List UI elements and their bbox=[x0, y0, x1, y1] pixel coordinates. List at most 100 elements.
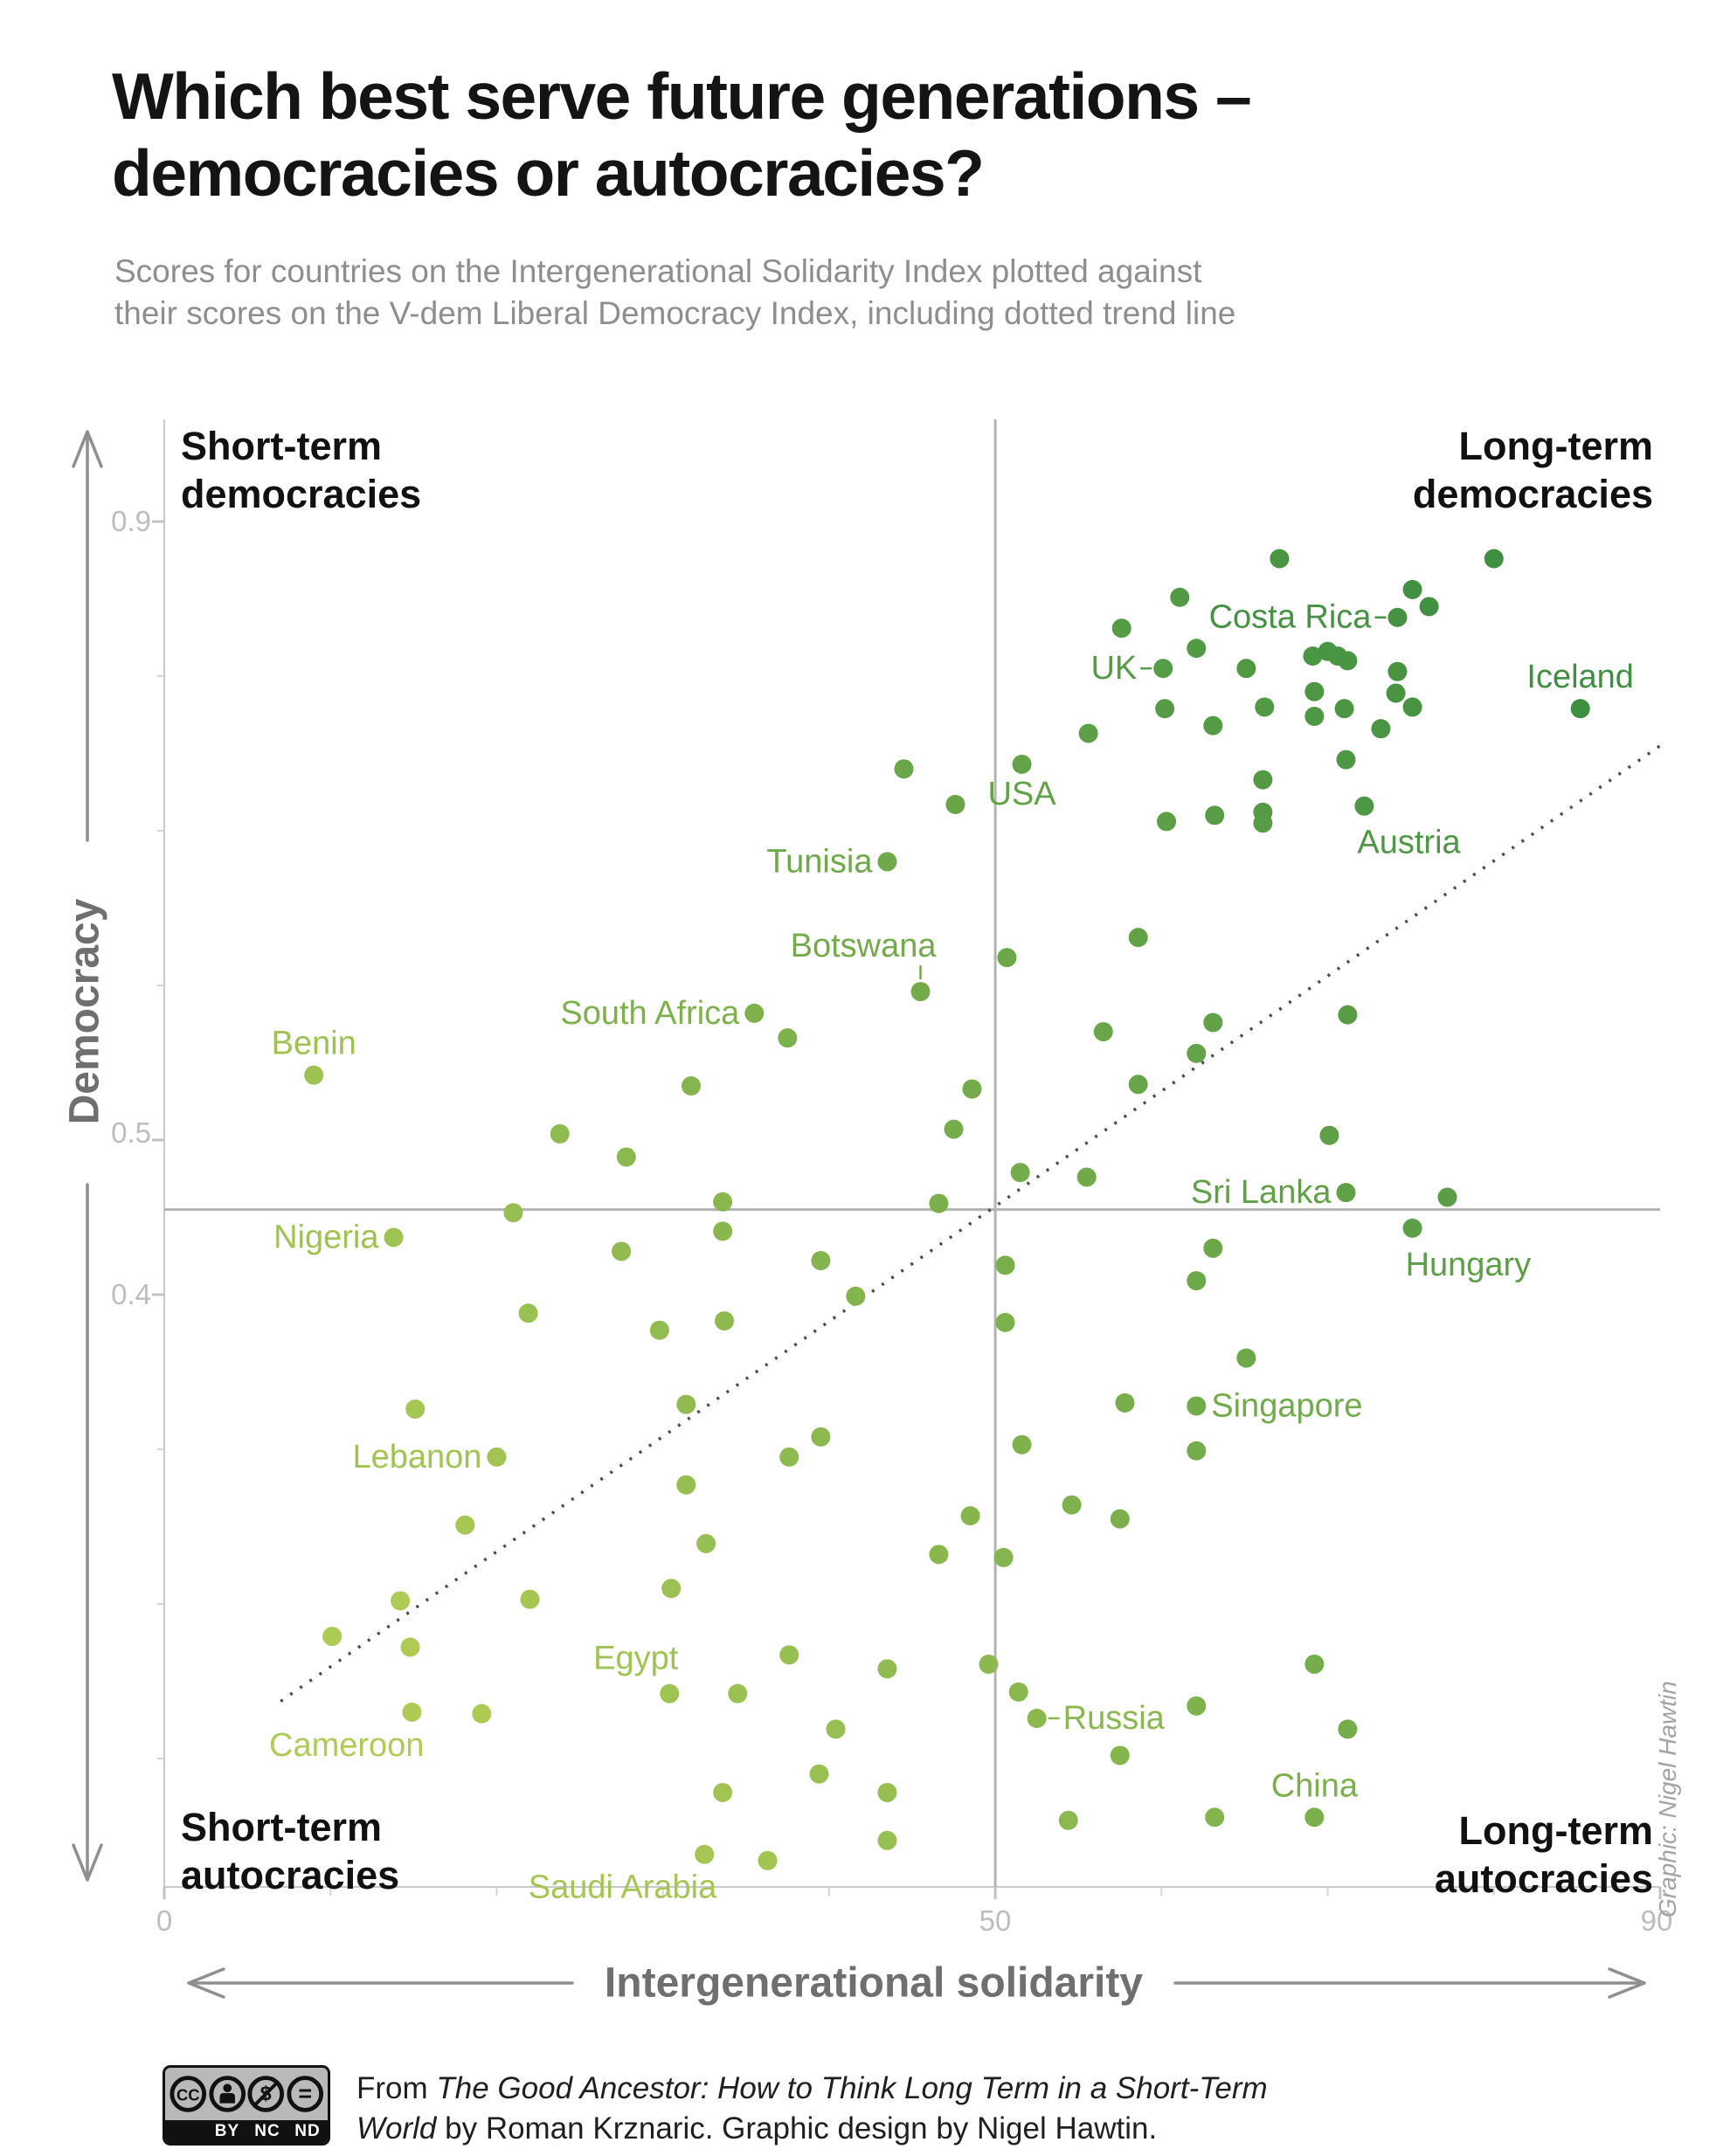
data-point bbox=[1387, 607, 1408, 627]
data-point bbox=[1354, 796, 1374, 816]
data-point bbox=[1008, 1682, 1028, 1702]
country-label: Lebanon bbox=[353, 1439, 482, 1475]
data-point bbox=[1157, 812, 1177, 832]
data-point bbox=[1484, 549, 1504, 569]
data-point bbox=[846, 1286, 866, 1306]
x-axis-right-arrow-icon bbox=[1608, 1967, 1646, 1999]
x-axis-left-arrow-icon bbox=[187, 1967, 225, 1999]
data-point bbox=[550, 1123, 570, 1144]
data-point bbox=[518, 1303, 538, 1323]
trend-line bbox=[280, 744, 1661, 1703]
data-point bbox=[1253, 813, 1273, 833]
data-point bbox=[715, 1311, 735, 1331]
data-point bbox=[1236, 659, 1256, 679]
data-point bbox=[1236, 1348, 1256, 1368]
data-point bbox=[1062, 1495, 1082, 1515]
data-point bbox=[402, 1702, 422, 1722]
data-point bbox=[1187, 1043, 1207, 1063]
data-point bbox=[744, 1003, 765, 1023]
country-label: Hungary bbox=[1406, 1247, 1532, 1283]
plot-border bbox=[163, 419, 1660, 1888]
data-point bbox=[811, 1251, 831, 1271]
data-point bbox=[1387, 661, 1408, 681]
data-point bbox=[1111, 618, 1131, 639]
country-label: Austria bbox=[1357, 825, 1461, 861]
data-point bbox=[945, 794, 965, 814]
data-point bbox=[713, 1782, 733, 1802]
subtitle-line-1: Scores for countries on the Intergenerat… bbox=[114, 253, 1202, 289]
data-point bbox=[1012, 754, 1032, 774]
data-point bbox=[1386, 683, 1406, 703]
data-point bbox=[1270, 549, 1290, 569]
title-line-1: Which best serve future generations – bbox=[112, 59, 1252, 134]
data-point bbox=[1155, 699, 1175, 719]
data-point bbox=[1303, 646, 1323, 666]
data-point bbox=[695, 1844, 715, 1864]
data-point bbox=[826, 1719, 846, 1739]
data-point bbox=[929, 1544, 949, 1565]
quadrant-label-long-term-democracies: Long-term democracies bbox=[1412, 424, 1653, 516]
data-point bbox=[660, 1683, 680, 1703]
data-point bbox=[455, 1515, 475, 1535]
cc-icon-row: CC $ = bbox=[165, 2068, 328, 2120]
y-tick-label-0.4: 0.4 bbox=[111, 1278, 151, 1310]
data-point bbox=[811, 1427, 831, 1447]
country-label: Saudi Arabia bbox=[529, 1869, 717, 1906]
data-point bbox=[676, 1394, 696, 1414]
country-label: Nigeria bbox=[273, 1220, 379, 1256]
country-label: Sri Lanka bbox=[1191, 1174, 1332, 1211]
graphic-credit: Graphic: Nigel Hawtin bbox=[1654, 1681, 1681, 1918]
data-point bbox=[1110, 1509, 1130, 1529]
data-point bbox=[713, 1221, 733, 1241]
cc-nc-icon: $ bbox=[247, 2076, 285, 2112]
data-point bbox=[1115, 1392, 1135, 1413]
book-title-part2: World bbox=[356, 2111, 437, 2146]
data-point bbox=[995, 1312, 1015, 1332]
data-point bbox=[894, 759, 914, 779]
x-axis-title: Intergenerational solidarity bbox=[604, 1959, 1144, 2007]
country-label: South Africa bbox=[560, 995, 740, 1032]
data-point bbox=[1319, 1125, 1339, 1145]
country-label: Cameroon bbox=[269, 1727, 424, 1764]
data-point bbox=[612, 1241, 632, 1261]
data-point bbox=[1437, 1187, 1457, 1207]
data-point bbox=[1304, 681, 1325, 701]
country-label: USA bbox=[987, 776, 1056, 812]
y-axis-down-arrow-icon bbox=[72, 1843, 103, 1882]
data-point bbox=[779, 1447, 799, 1467]
data-point bbox=[809, 1764, 829, 1784]
quadrant-label-short-term-autocracies: Short-term autocracies bbox=[181, 1805, 400, 1897]
data-point bbox=[1336, 750, 1356, 770]
data-point bbox=[1110, 1745, 1130, 1766]
book-title-part1: The Good Ancestor: How to Think Long Ter… bbox=[436, 2071, 1268, 2105]
data-point bbox=[1187, 639, 1207, 659]
quadrant-label-long-term-autocracies: Long-term autocracies bbox=[1434, 1808, 1653, 1901]
data-point bbox=[696, 1533, 716, 1553]
country-label: China bbox=[1271, 1767, 1359, 1804]
data-point bbox=[1128, 1075, 1148, 1095]
data-point bbox=[779, 1645, 799, 1665]
data-point bbox=[1128, 928, 1148, 948]
cc-icon: CC bbox=[170, 2076, 207, 2112]
data-point bbox=[877, 852, 897, 872]
data-point bbox=[1402, 1218, 1422, 1238]
cc-nc-label: NC bbox=[254, 2122, 280, 2140]
country-label: Tunisia bbox=[766, 843, 873, 880]
data-point bbox=[960, 1506, 980, 1526]
attribution-from: From bbox=[356, 2071, 437, 2105]
data-point bbox=[758, 1850, 778, 1870]
attribution-text: From The Good Ancestor: How to Think Lon… bbox=[356, 2069, 1361, 2149]
data-point bbox=[1058, 1810, 1078, 1830]
country-label: Botswana bbox=[791, 928, 938, 964]
data-point bbox=[1304, 1807, 1325, 1828]
data-point bbox=[1093, 1022, 1113, 1042]
data-point bbox=[472, 1703, 492, 1724]
data-point bbox=[1304, 1655, 1325, 1675]
y-axis-up-arrow-icon bbox=[72, 430, 103, 468]
data-point bbox=[962, 1079, 982, 1099]
data-point bbox=[1170, 587, 1190, 607]
country-label: Iceland bbox=[1526, 659, 1634, 695]
svg-text:=: = bbox=[298, 2080, 312, 2107]
data-point bbox=[929, 1193, 949, 1213]
